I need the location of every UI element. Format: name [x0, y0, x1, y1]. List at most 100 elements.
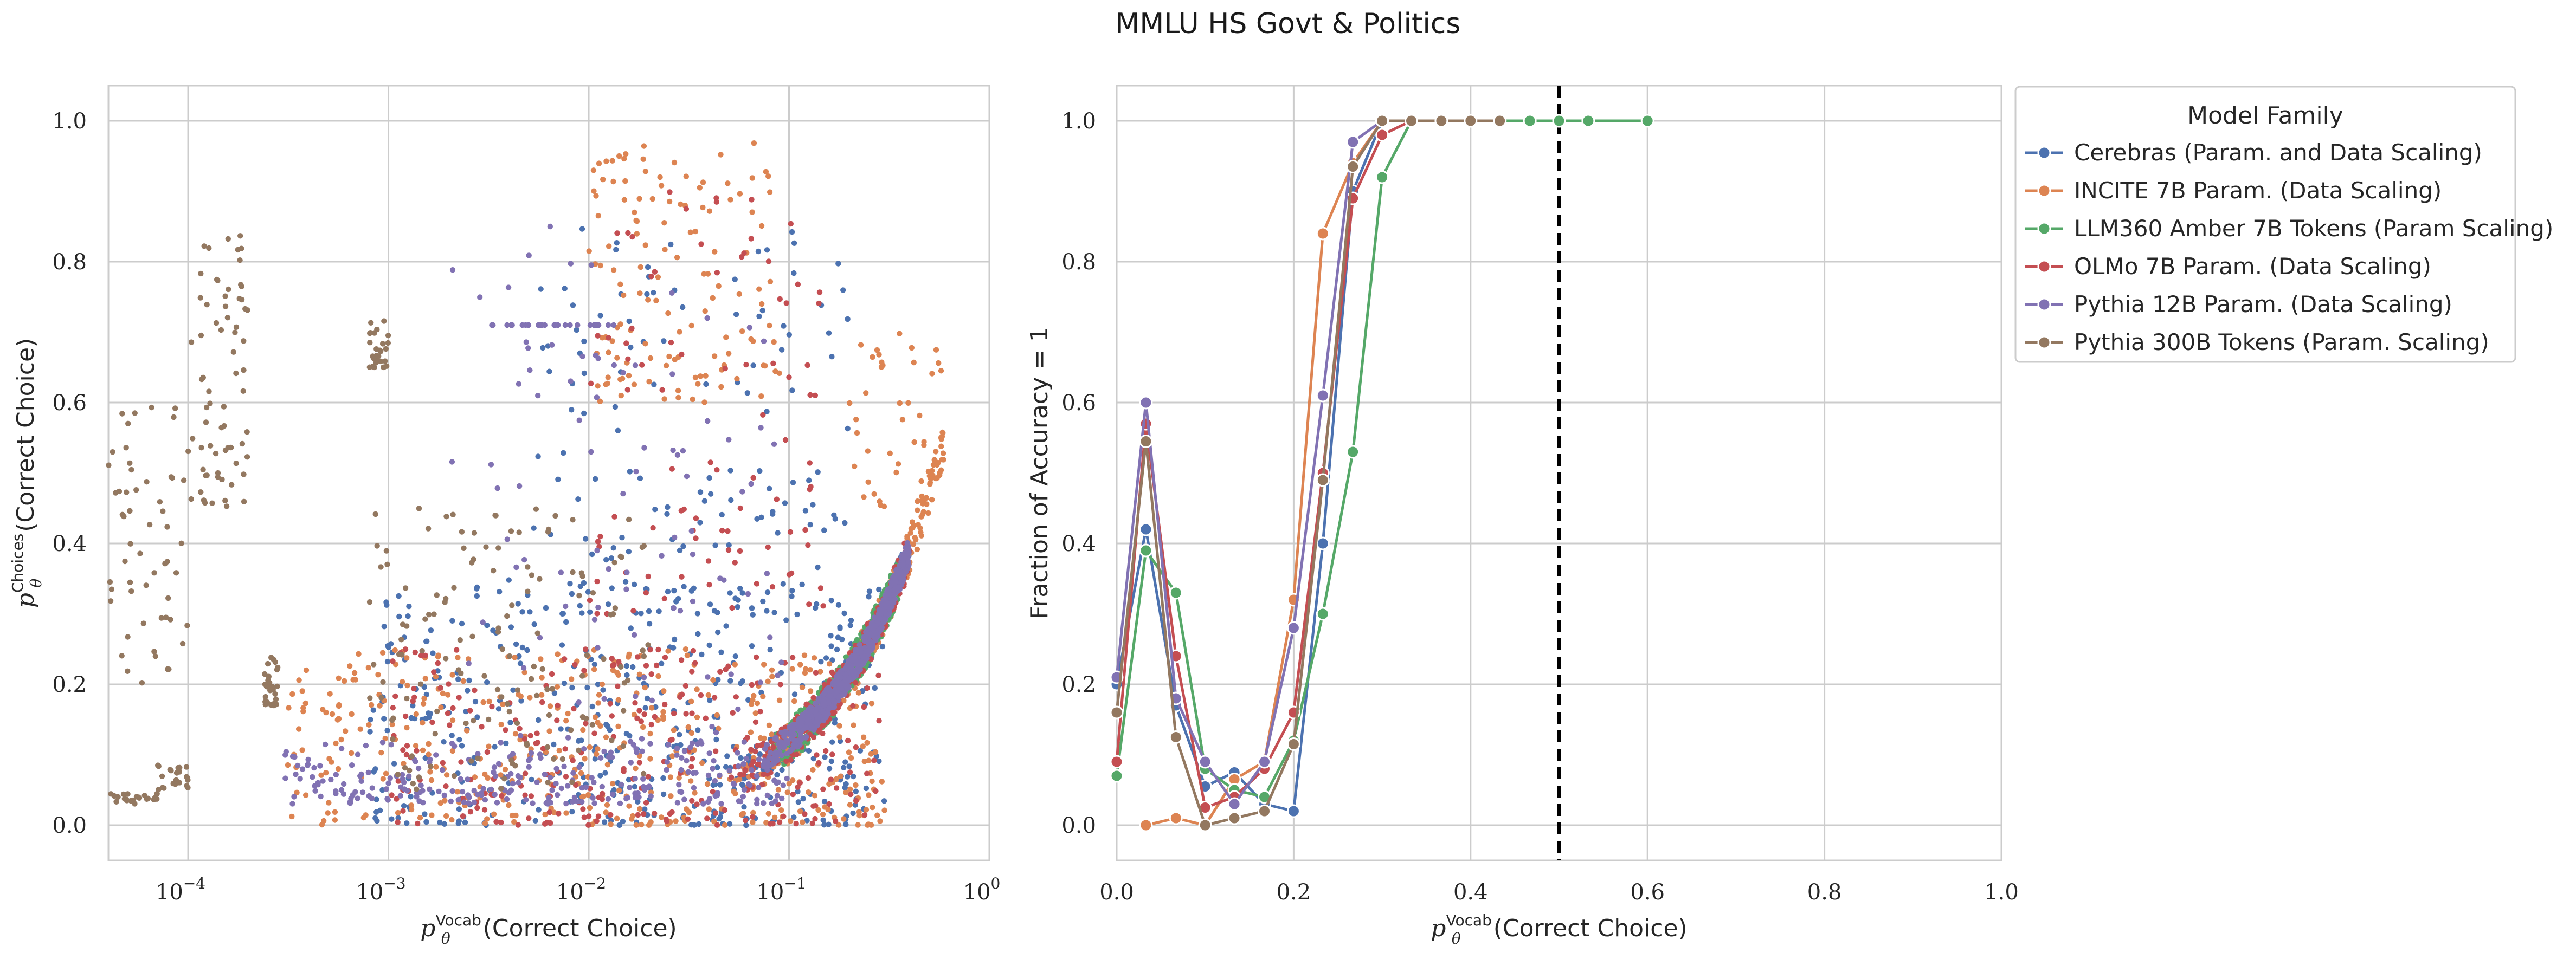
scatter-point: [622, 579, 629, 585]
scatter-point: [584, 652, 590, 658]
scatter-point: [400, 808, 406, 814]
scatter-point: [504, 322, 510, 328]
scatter-point: [900, 562, 906, 568]
scatter-point: [787, 724, 793, 730]
scatter-point: [372, 766, 378, 772]
scatter-point: [320, 707, 326, 712]
scatter-point: [658, 814, 665, 820]
scatter-point: [723, 334, 729, 340]
scatter-point: [695, 727, 701, 733]
scatter-point: [778, 659, 784, 665]
scatter-point: [459, 529, 465, 535]
scatter-point: [798, 737, 804, 743]
scatter-point: [214, 276, 220, 283]
scatter-point: [646, 621, 653, 627]
scatter-point: [675, 394, 681, 401]
scatter-point: [531, 621, 537, 627]
scatter-point: [791, 240, 797, 246]
scatter-point: [603, 158, 609, 164]
scatter-point: [459, 620, 465, 627]
scatter-point: [601, 696, 607, 702]
scatter-point: [515, 822, 521, 828]
scatter-point: [596, 794, 602, 801]
scatter-point: [668, 241, 674, 248]
scatter-point: [837, 738, 843, 744]
scatter-point: [872, 624, 878, 630]
scatter-point: [621, 766, 627, 772]
scatter-point: [556, 811, 562, 817]
scatter-point: [584, 684, 590, 691]
scatter-point: [648, 671, 654, 677]
scatter-point: [479, 724, 485, 730]
scatter-point: [377, 703, 383, 709]
scatter-point: [614, 815, 620, 821]
scatter-point: [522, 792, 528, 798]
scatter-point: [671, 159, 678, 166]
scatter-point: [703, 381, 709, 387]
scatter-point: [661, 396, 667, 402]
scatter-point: [610, 178, 616, 185]
legend-label: OLMo 7B Param. (Data Scaling): [2074, 253, 2431, 280]
scatter-point: [823, 748, 829, 754]
scatter-point: [912, 535, 918, 541]
scatter-point: [617, 321, 623, 327]
scatter-point: [349, 711, 355, 717]
series-marker: [1316, 536, 1330, 550]
scatter-point: [519, 644, 526, 651]
scatter-point: [828, 758, 835, 764]
scatter-point: [795, 281, 801, 287]
scatter-point: [754, 773, 760, 779]
scatter-point: [360, 814, 366, 821]
scatter-point: [806, 789, 812, 795]
legend-label: LLM360 Amber 7B Tokens (Param Scaling): [2074, 215, 2553, 242]
scatter-point: [726, 542, 732, 548]
scatter-point: [740, 772, 746, 778]
scatter-point: [644, 291, 650, 297]
scatter-point: [144, 479, 150, 485]
scatter-point: [380, 776, 386, 782]
scatter-point: [127, 508, 133, 514]
scatter-point: [606, 335, 611, 341]
scatter-point: [171, 414, 177, 420]
scatter-point: [574, 799, 581, 805]
scatter-point: [709, 724, 715, 730]
scatter-point: [357, 726, 363, 732]
scatter-point: [776, 819, 783, 825]
scatter-point: [485, 775, 491, 781]
scatter-point: [441, 792, 447, 799]
scatter-point: [439, 767, 446, 773]
scatter-point: [783, 617, 789, 623]
scatter-point: [797, 780, 803, 786]
scatter-point: [757, 735, 764, 741]
scatter-series-Pythia300B: [106, 233, 651, 807]
scatter-point: [343, 728, 349, 734]
scatter-point: [820, 730, 826, 737]
scatter-point: [498, 721, 504, 728]
scatter-point: [589, 775, 595, 781]
scatter-point: [581, 793, 587, 800]
scatter-point: [752, 710, 759, 716]
scatter-point: [613, 247, 619, 252]
scatter-point: [622, 178, 628, 184]
scatter-point: [609, 791, 616, 798]
scatter-point: [543, 605, 549, 611]
scatter-x-tick-label: 10−3: [356, 874, 405, 905]
scatter-point: [336, 716, 342, 722]
scatter-point: [662, 247, 668, 252]
scatter-point: [826, 700, 832, 707]
scatter-point: [816, 300, 822, 307]
scatter-point: [718, 384, 724, 390]
series-marker: [1493, 114, 1507, 128]
scatter-point: [830, 679, 836, 685]
scatter-point: [546, 795, 552, 801]
scatter-point: [127, 460, 133, 466]
scatter-point: [367, 330, 373, 336]
scatter-point: [852, 463, 858, 469]
scatter-point: [671, 710, 677, 717]
scatter-point: [851, 671, 857, 678]
scatter-point: [776, 370, 782, 376]
scatter-point: [465, 688, 471, 694]
scatter-point: [730, 780, 737, 787]
scatter-point: [481, 807, 488, 813]
scatter-point: [687, 744, 693, 750]
